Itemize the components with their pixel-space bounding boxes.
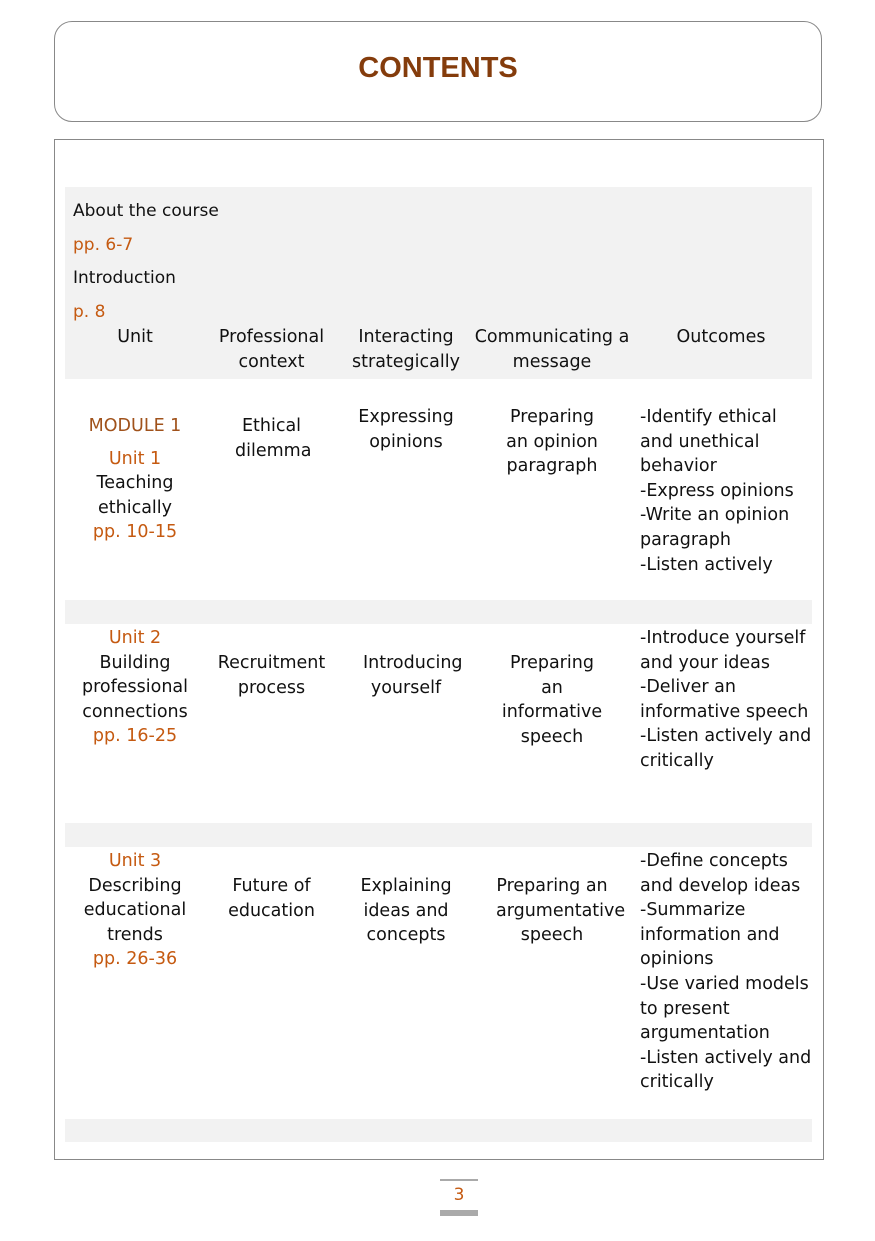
unit-pages: pp. 10-15	[92, 522, 178, 543]
interacting: Explaining ideas and concepts	[360, 876, 452, 946]
communicating: Preparing an opinion paragraph	[506, 407, 598, 477]
interacting: Introducing yourself	[363, 653, 463, 698]
header-interacting: Interacting strategically	[352, 327, 460, 372]
outcomes: -Define concepts and develop ideas -Summ…	[630, 849, 812, 1119]
title-box: CONTENTS	[54, 21, 822, 122]
outcome: -Listen actively and critically	[640, 1047, 812, 1093]
row-separator	[65, 823, 812, 847]
unit-name: Describing educational trends	[83, 875, 187, 945]
table-row: Unit 3 Describing educational trends pp.…	[65, 847, 812, 1119]
unit-name: Building professional connections	[81, 652, 189, 722]
outcomes: -Introduce yourself and your ideas -Deli…	[630, 626, 812, 823]
header-outcomes: Outcomes	[676, 327, 766, 347]
intro-about-label: About the course	[73, 201, 219, 221]
outcome: -Express opinions	[640, 480, 794, 501]
row-separator	[65, 600, 812, 624]
intro-introduction-pages: p. 8	[73, 301, 106, 322]
contents-table: About the course pp. 6-7 Introduction p.…	[65, 187, 812, 1142]
outcome: -Identify ethical and unethical behavior	[640, 407, 777, 477]
module-label: MODULE 1	[88, 416, 182, 436]
outcome: -Use varied models to present argumentat…	[640, 973, 809, 1044]
outcome: -Listen actively	[640, 554, 773, 575]
outcome: -Write an opinion paragraph	[640, 505, 790, 550]
unit-label: Unit 3	[108, 851, 162, 871]
context: Ethical dilemma	[235, 416, 312, 461]
context: Recruitment process	[217, 653, 326, 698]
outcome: -Deliver an informative speech	[640, 677, 809, 722]
intro-introduction-label: Introduction	[73, 268, 176, 288]
unit-label: Unit 2	[108, 628, 162, 648]
unit-pages: pp. 16-25	[92, 726, 178, 747]
unit-pages: pp. 26-36	[92, 949, 178, 970]
outcome: -Summarize information and opinions	[640, 900, 780, 970]
table-header: About the course pp. 6-7 Introduction p.…	[65, 187, 812, 379]
interacting: Expressing opinions	[358, 407, 454, 452]
unit-name: Teaching ethically	[96, 473, 174, 518]
table-row: Unit 2 Building professional connections…	[65, 624, 812, 823]
unit-label: Unit 1	[108, 448, 162, 469]
table-row: MODULE 1 Unit 1 Teaching ethically pp. 1…	[65, 379, 812, 600]
outcome: -Define concepts and develop ideas	[640, 851, 801, 896]
contents-frame	[54, 139, 824, 1160]
header-unit: Unit	[117, 327, 153, 347]
outcome: -Listen actively and critically	[640, 726, 812, 771]
context: Future of education	[228, 876, 315, 921]
communicating: Preparing an argumentative speech	[496, 876, 626, 946]
header-context: Professional context	[218, 327, 325, 372]
outcome: -Introduce yourself and your ideas	[640, 628, 806, 673]
communicating: Preparing an informative speech	[501, 653, 603, 747]
header-communicating: Communicating a message	[474, 327, 630, 372]
intro-about-pages: pp. 6-7	[73, 234, 134, 255]
outcomes: -Identify ethical and unethical behavior…	[630, 405, 812, 600]
page-number: 3	[440, 1179, 478, 1216]
row-separator	[65, 1119, 812, 1142]
page-title: CONTENTS	[358, 52, 518, 84]
